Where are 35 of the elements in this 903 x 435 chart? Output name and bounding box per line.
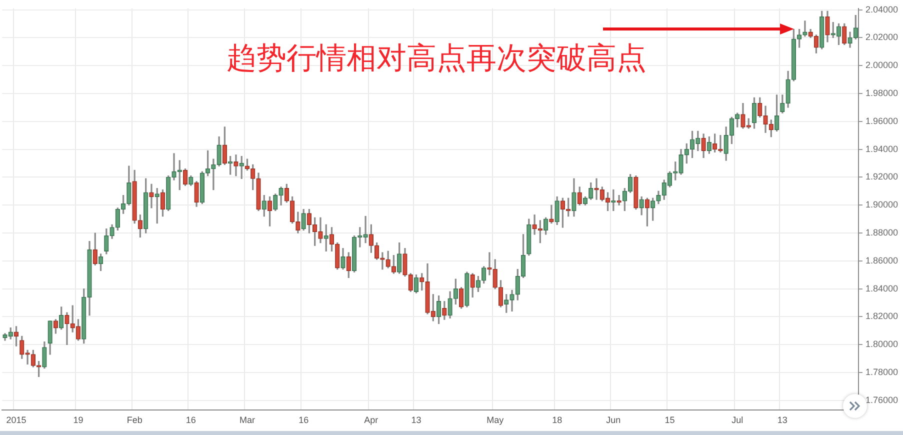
y-tick-label: 1.82000 [865,311,898,322]
candlestick [234,154,238,176]
y-tick-label: 1.88000 [865,228,898,238]
x-tick-label: Mar [239,415,255,426]
annotation: 趋势行情相对高点再次突破高点 [226,41,646,76]
x-tick-label: Feb [126,415,142,426]
x-tick-label: 13 [777,415,788,426]
candlestick [616,195,622,206]
y-tick-label: 1.84000 [865,283,898,294]
x-tick-label: 16 [186,415,196,426]
candlestick [149,184,154,208]
candlestick [549,204,554,224]
y-tick-label: 1.80000 [865,339,898,350]
x-tick-label: Apr [364,415,378,426]
y-tick-label: 1.98000 [865,88,898,98]
y-tick-label: 1.96000 [865,116,898,126]
x-tick-label: May [486,415,504,426]
x-tick-label: 19 [73,415,84,426]
y-tick-label: 2.04000 [865,4,898,14]
x-tick-label: 13 [411,415,422,426]
x-tick-label: 18 [552,415,562,426]
y-tick-label: 2.02000 [865,32,898,42]
y-tick-label: 2.00000 [865,60,898,70]
candlestick [802,20,808,37]
x-tick-label: 15 [664,415,675,426]
x-tick-label: 2015 [6,415,26,426]
y-tick-label: 1.86000 [865,255,898,266]
y-tick-label: 1.92000 [865,172,898,182]
y-tick-label: 1.78000 [865,367,898,378]
y-tick-label: 1.90000 [865,200,898,210]
x-tick-label: Jun [606,415,621,426]
x-tick-label: 16 [298,415,309,426]
y-tick-label: 1.94000 [865,144,898,154]
y-tick-label: 1.76000 [865,394,898,405]
x-tick-label: Jul [732,415,744,426]
